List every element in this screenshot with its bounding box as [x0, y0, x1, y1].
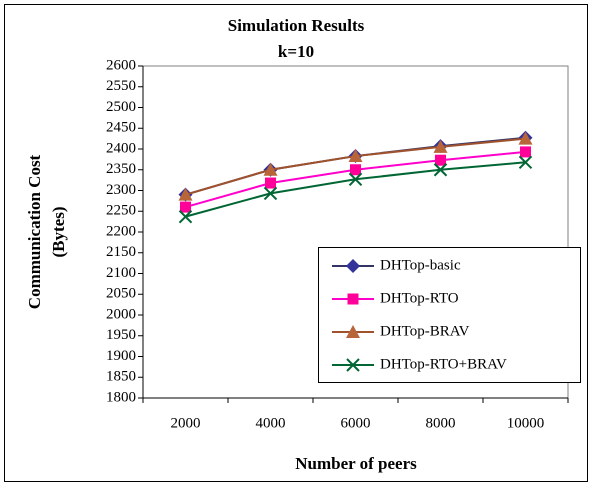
y-tick-label: 2400 [106, 140, 136, 156]
x-tick-label: 8000 [426, 415, 456, 431]
marker [348, 172, 363, 187]
y-tick-label: 2050 [106, 286, 136, 302]
y-tick-label: 2250 [106, 203, 136, 219]
marker [350, 164, 361, 176]
marker [433, 139, 448, 153]
y-tick-label: 1950 [106, 327, 136, 343]
y-tick-label: 2350 [106, 161, 136, 177]
legend-box [318, 247, 581, 383]
x-axis-label: Number of peers [295, 454, 417, 473]
y-tick-label: 2300 [106, 182, 136, 198]
marker [347, 293, 359, 305]
marker [265, 177, 276, 189]
legend-label: DHTop-RTO [380, 290, 459, 306]
marker [178, 209, 193, 224]
legend-label: DHTop-BRAV [380, 323, 470, 339]
chart-title: Simulation Results [228, 16, 365, 35]
y-tick-label: 1800 [106, 389, 136, 405]
y-tick-label: 2450 [106, 120, 136, 136]
x-tick-label: 4000 [256, 415, 286, 431]
y-tick-label: 2150 [106, 244, 136, 260]
y-tick-label: 2600 [106, 57, 136, 73]
marker [518, 155, 533, 169]
marker [263, 186, 278, 201]
legend-label: DHTop-RTO+BRAV [380, 356, 507, 372]
y-tick-label: 1900 [106, 348, 136, 364]
marker [346, 259, 360, 273]
marker [178, 187, 193, 201]
marker [346, 358, 360, 372]
y-tick-label: 2500 [106, 99, 136, 115]
marker [435, 154, 446, 166]
y-axis-label: (Bytes) [49, 207, 68, 258]
marker [180, 201, 191, 213]
x-tick-label: 6000 [341, 415, 371, 431]
x-tick-label: 2000 [171, 415, 201, 431]
legend-label: DHTop-basic [380, 257, 461, 273]
marker [520, 146, 531, 158]
y-tick-label: 2100 [106, 265, 136, 281]
y-tick-label: 2000 [106, 306, 136, 322]
y-tick-label: 2200 [106, 223, 136, 239]
x-tick-label: 10000 [507, 415, 545, 431]
y-tick-label: 1850 [106, 369, 136, 385]
marker [348, 149, 363, 163]
marker [433, 163, 448, 177]
y-axis-label: Communication Cost [25, 154, 44, 309]
marker [346, 325, 360, 338]
y-tick-label: 2550 [106, 78, 136, 94]
marker [518, 131, 533, 145]
marker [263, 162, 278, 176]
chart-subtitle: k=10 [278, 42, 314, 61]
